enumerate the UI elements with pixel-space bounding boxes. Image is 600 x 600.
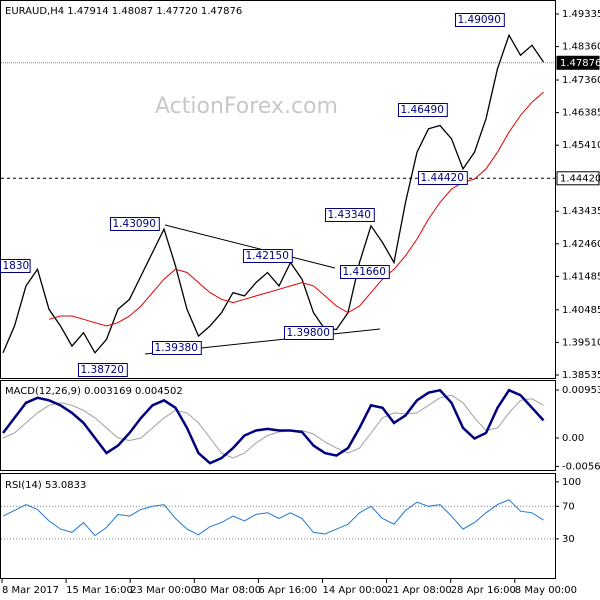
y-tick-label: 1.39510 bbox=[562, 337, 600, 348]
annotation: 1.39380 bbox=[155, 342, 198, 354]
series-line bbox=[2, 499, 544, 537]
series-line bbox=[2, 388, 545, 465]
annotation-box bbox=[398, 103, 448, 117]
x-tick-label: 8 Mar 2017 bbox=[2, 585, 59, 596]
watermark: ActionForex.com bbox=[155, 94, 338, 119]
y-tick-label: 1.42460 bbox=[562, 239, 600, 250]
x-tick-label: 15 Mar 16:00 bbox=[66, 585, 133, 596]
macd-panel bbox=[0, 380, 556, 471]
annotation-box bbox=[243, 249, 293, 263]
y-tick-label: 1.48360 bbox=[562, 42, 600, 53]
annotation-box bbox=[455, 13, 505, 27]
x-tick-label: 30 Mar 08:00 bbox=[194, 585, 261, 596]
y-tick-label: 1.43435 bbox=[562, 206, 600, 217]
y-tick-label: 1.49335 bbox=[562, 9, 600, 20]
y-tick-label: 1.40485 bbox=[562, 305, 600, 316]
y-tick-label: 1.47360 bbox=[562, 75, 600, 86]
y-tick-label: 30 bbox=[562, 534, 575, 545]
annotation-box bbox=[110, 217, 160, 231]
annotation-box bbox=[340, 265, 390, 279]
x-tick-label: 6 Apr 16:00 bbox=[258, 585, 317, 596]
x-tick-label: 23 Mar 00:00 bbox=[130, 585, 197, 596]
y-tick-label: 0.00 bbox=[562, 433, 584, 444]
y-tick-label: 1.41485 bbox=[562, 271, 600, 282]
annotation: 1.49090 bbox=[458, 14, 501, 26]
x-tick-label: 8 May 00:00 bbox=[515, 585, 577, 596]
annotation: 1.46490 bbox=[401, 104, 444, 116]
price-label: 1.44420 bbox=[560, 173, 600, 184]
annotation: 1830 bbox=[3, 260, 30, 272]
panel-title: EURAUD,H4 1.47914 1.48087 1.47720 1.4787… bbox=[5, 6, 242, 17]
price-label-box bbox=[556, 55, 600, 70]
annotation: 1.43090 bbox=[113, 218, 156, 230]
annotation-box bbox=[325, 208, 375, 222]
y-tick-label: 100 bbox=[562, 477, 581, 488]
x-tick-label: 28 Apr 16:00 bbox=[451, 585, 516, 596]
y-tick-label: 70 bbox=[562, 501, 575, 512]
annotation: 1.39800 bbox=[287, 327, 330, 339]
y-tick-label: -0.005637 bbox=[562, 461, 600, 472]
annotation-box bbox=[152, 341, 202, 355]
annotation-box bbox=[78, 363, 128, 377]
price-label-box bbox=[556, 171, 600, 186]
annotation-box bbox=[284, 326, 334, 340]
annotation: 1.38720 bbox=[81, 364, 124, 376]
annotation-box bbox=[418, 171, 468, 185]
price-panel bbox=[0, 0, 556, 379]
x-tick-label: 21 Apr 08:00 bbox=[387, 585, 452, 596]
trend-line bbox=[164, 224, 336, 269]
annotation-box bbox=[0, 259, 31, 273]
annotation: 1.41660 bbox=[343, 266, 386, 278]
annotation: 1.43340 bbox=[328, 209, 371, 221]
x-tick-label: 14 Apr 00:00 bbox=[323, 585, 388, 596]
series-line bbox=[2, 33, 545, 354]
annotation: 1.44420 bbox=[421, 172, 464, 184]
panel-title: MACD(12,26,9) 0.003169 0.004502 bbox=[5, 386, 183, 397]
annotation: 1.42150 bbox=[246, 250, 289, 262]
y-tick-label: 0.009538 bbox=[562, 385, 600, 396]
series-line bbox=[2, 394, 544, 459]
y-tick-label: 1.46385 bbox=[562, 108, 600, 119]
price-label: 1.47876 bbox=[560, 58, 600, 69]
y-tick-label: 1.38535 bbox=[562, 370, 600, 381]
y-tick-label: 1.45410 bbox=[562, 140, 600, 151]
panel-title: RSI(14) 53.0833 bbox=[5, 480, 86, 491]
rsi-panel bbox=[0, 473, 556, 579]
